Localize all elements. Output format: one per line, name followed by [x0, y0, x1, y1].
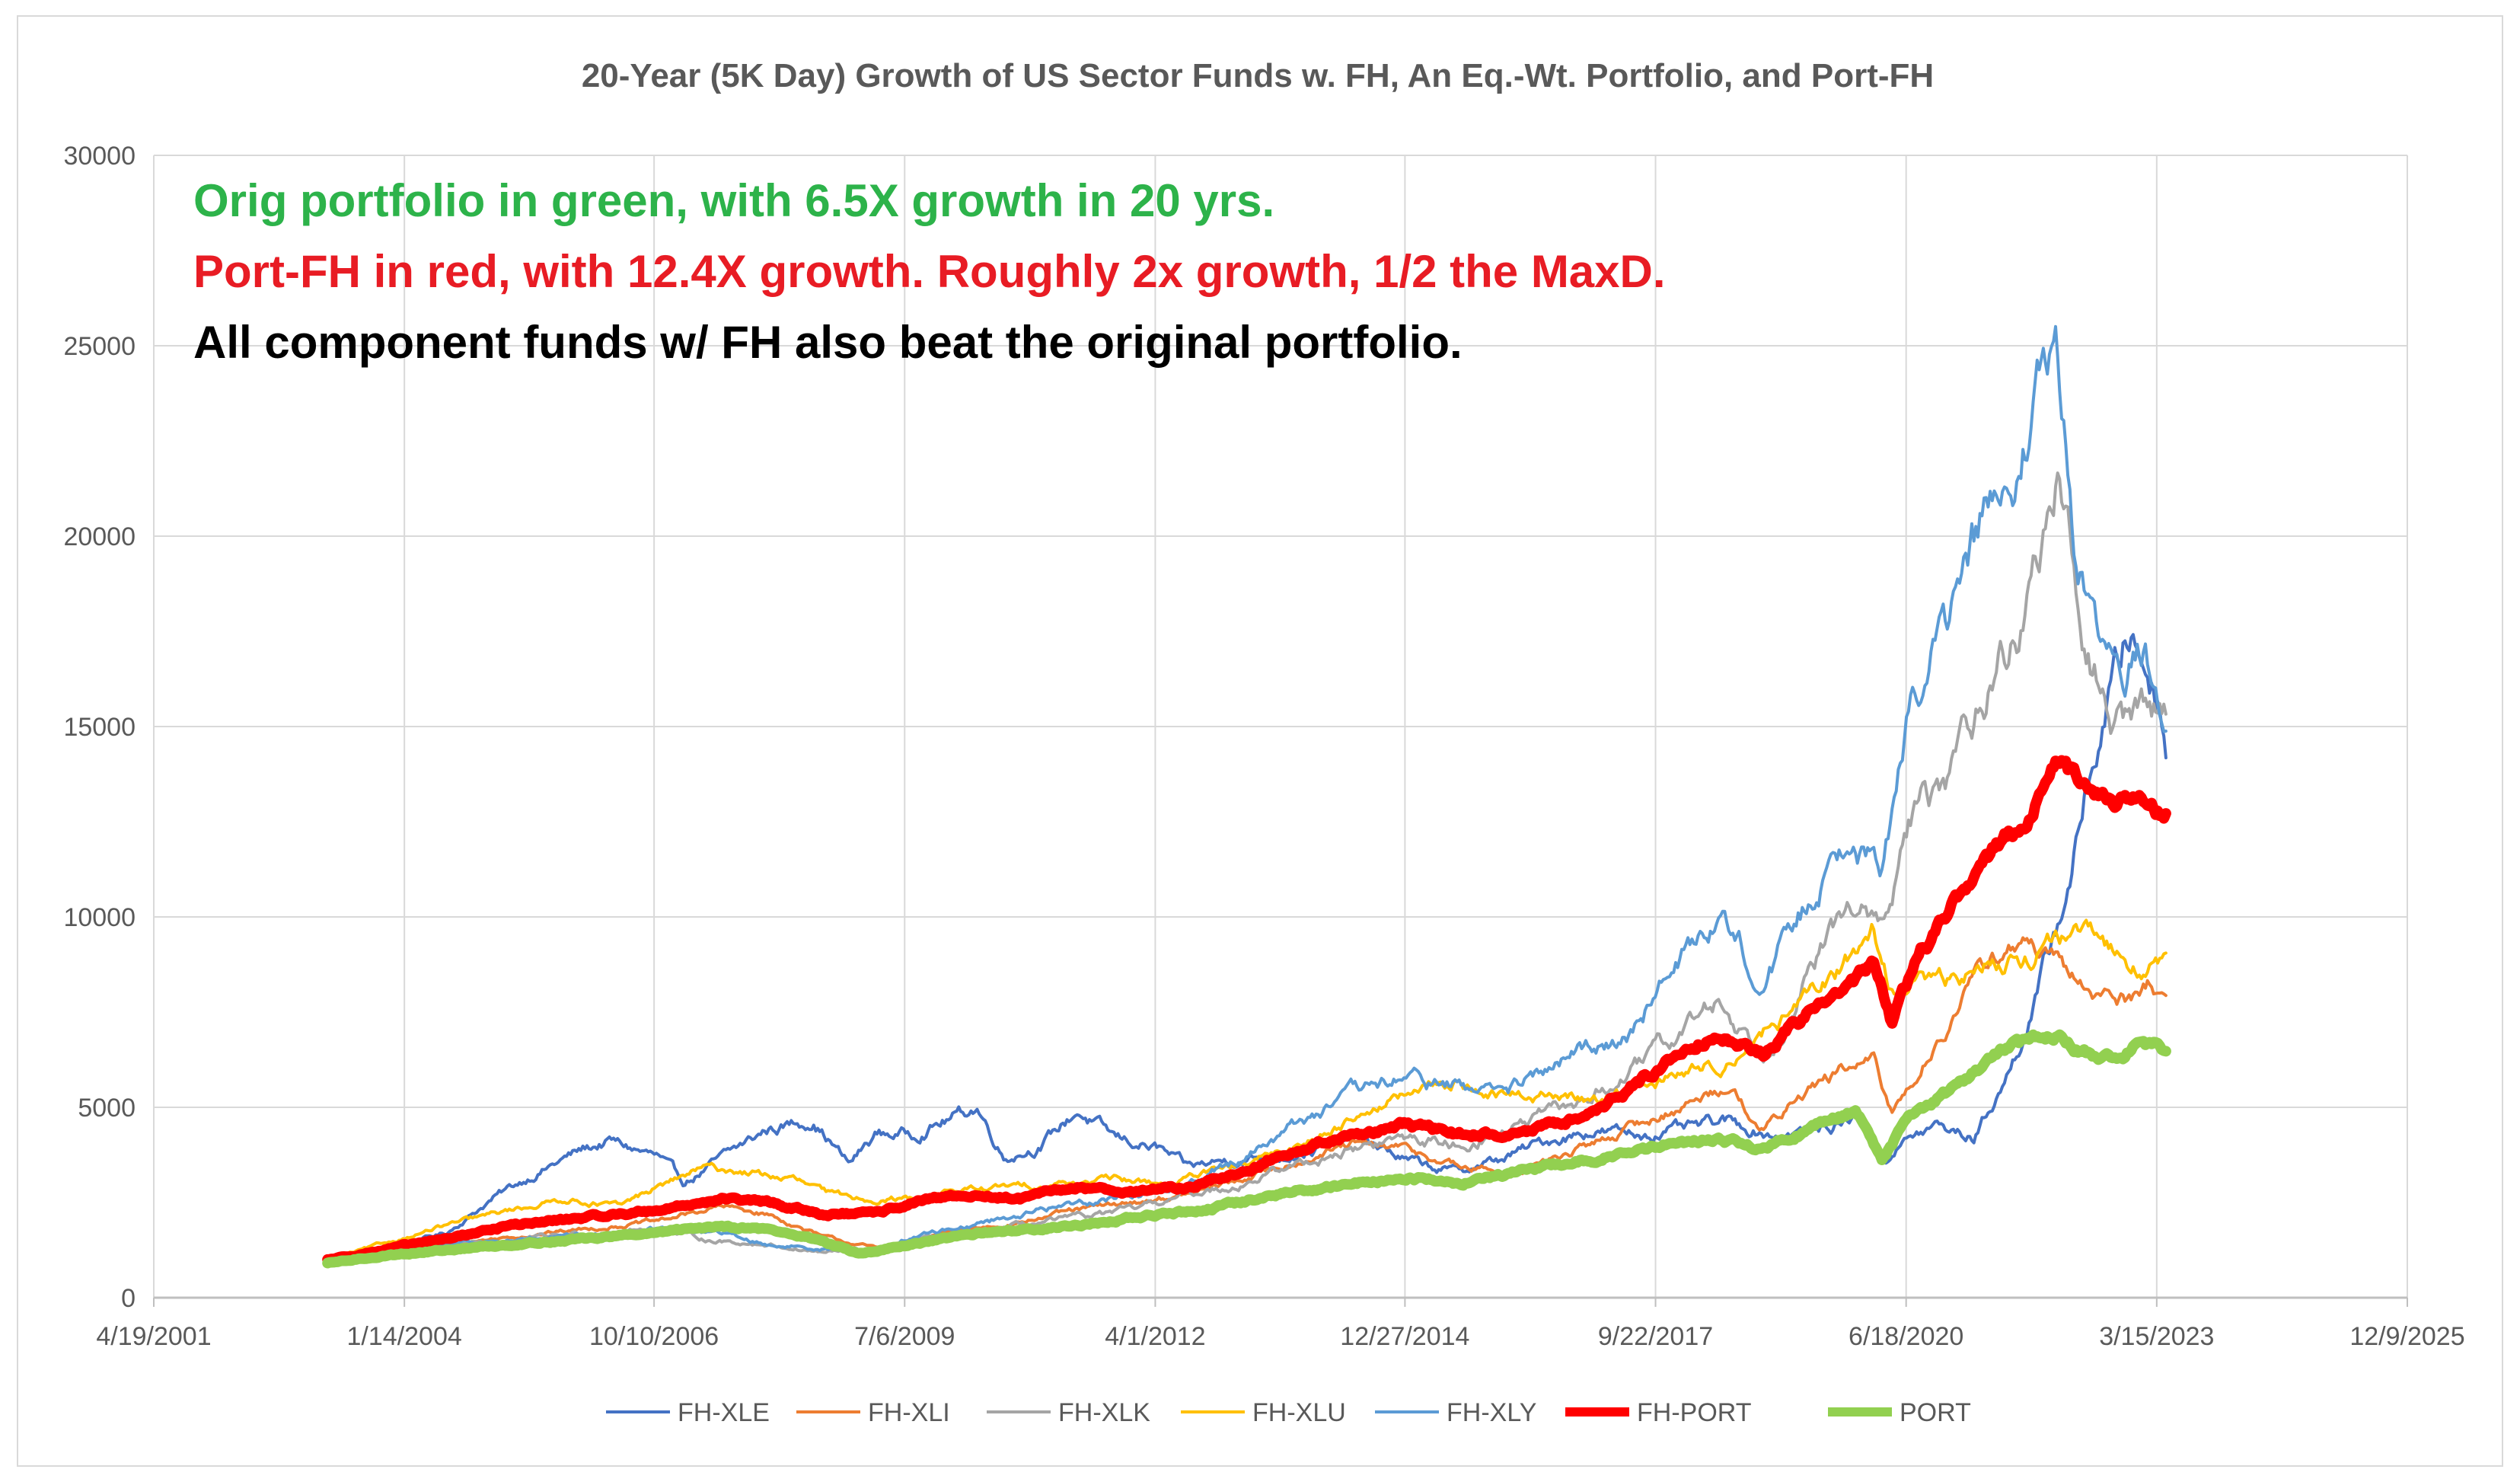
- annotation-line-3: All component funds w/ FH also beat the …: [193, 317, 1463, 368]
- y-tick-label: 5000: [78, 1094, 136, 1123]
- y-tick-label: 25000: [63, 332, 136, 361]
- series-line-fh-xli: [326, 936, 2168, 1262]
- series-layer: [322, 324, 2171, 1269]
- legend-label-fh-port: FH-PORT: [1637, 1398, 1751, 1427]
- x-tick-label: 12/9/2025: [2349, 1322, 2464, 1351]
- series-line-fh-xly: [326, 324, 2168, 1262]
- x-tick-label: 4/19/2001: [96, 1322, 211, 1351]
- chart-title: 20-Year (5K Day) Growth of US Sector Fun…: [582, 57, 1934, 94]
- annotation-line-1: Orig portfolio in green, with 6.5X growt…: [193, 175, 1274, 226]
- x-tick-label: 1/14/2004: [347, 1322, 462, 1351]
- chart-svg: 0 5000 10000 15000 20000 25000 30000 4/19/2001 1…: [63, 57, 2464, 1427]
- x-tick-label: 6/18/2020: [1849, 1322, 1963, 1351]
- legend-label-fh-xle: FH-XLE: [678, 1398, 770, 1427]
- x-tick-label: 9/22/2017: [1598, 1322, 1713, 1351]
- legend-label-fh-xly: FH-XLY: [1447, 1398, 1536, 1427]
- y-tick-label: 15000: [63, 713, 136, 742]
- y-tick-label: 30000: [63, 142, 136, 171]
- series-line-port: [322, 1029, 2171, 1269]
- axes: 0 5000 10000 15000 20000 25000 30000 4/19/2001 1…: [63, 142, 2464, 1351]
- legend-label-port: PORT: [1900, 1398, 1971, 1427]
- y-tick-label: 10000: [63, 903, 136, 932]
- x-tick-label: 4/1/2012: [1105, 1322, 1205, 1351]
- y-tick-label: 0: [121, 1284, 136, 1313]
- series-line-fh-xlu: [326, 918, 2168, 1261]
- x-tick-label: 10/10/2006: [589, 1322, 719, 1351]
- x-tick-label: 3/15/2023: [2099, 1322, 2214, 1351]
- annotation-line-2: Port-FH in red, with 12.4X growth. Rough…: [193, 246, 1666, 297]
- legend-label-fh-xlk: FH-XLK: [1058, 1398, 1150, 1427]
- series-line-fh-port: [322, 755, 2171, 1265]
- x-tick-label: 7/6/2009: [854, 1322, 955, 1351]
- chart-frame: 0 5000 10000 15000 20000 25000 30000 4/19/2001 1…: [17, 15, 2503, 1467]
- gridlines: [153, 155, 2408, 1298]
- legend: FH-XLE FH-XLI FH-XLK FH-XLU FH-XLY FH-PORT POR…: [606, 1398, 1971, 1427]
- legend-label-fh-xli: FH-XLI: [868, 1398, 950, 1427]
- y-tick-label: 20000: [63, 522, 136, 551]
- x-tick-label: 12/27/2014: [1340, 1322, 1469, 1351]
- legend-label-fh-xlu: FH-XLU: [1252, 1398, 1346, 1427]
